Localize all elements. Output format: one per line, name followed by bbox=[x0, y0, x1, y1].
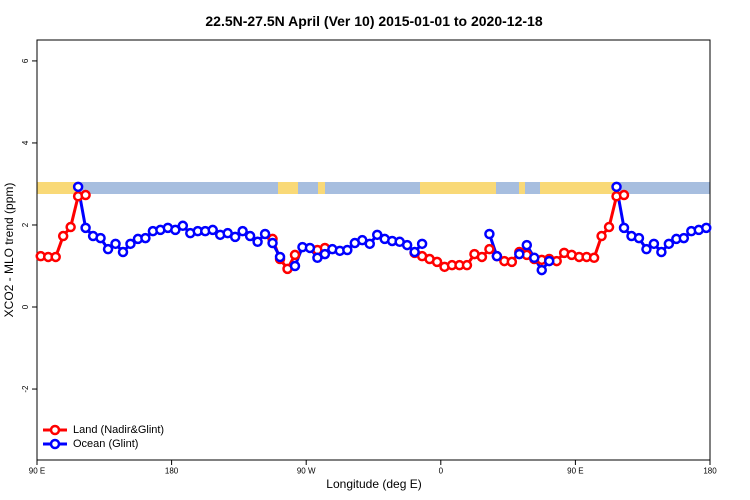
y-tick-label: 4 bbox=[21, 140, 30, 145]
data-point bbox=[506, 256, 518, 268]
data-point bbox=[364, 238, 376, 250]
data-point bbox=[618, 189, 630, 201]
y-tick-label: 6 bbox=[21, 58, 30, 63]
data-point bbox=[342, 244, 353, 256]
data-point bbox=[289, 260, 301, 272]
data-point bbox=[252, 236, 263, 248]
data-point bbox=[663, 238, 675, 250]
data-point bbox=[641, 243, 652, 255]
legend-label: Ocean (Glint) bbox=[73, 438, 138, 450]
data-point bbox=[259, 228, 271, 240]
x-axis-label: Longitude (deg E) bbox=[326, 477, 421, 491]
data-point bbox=[304, 242, 316, 254]
data-point bbox=[409, 246, 420, 258]
data-point bbox=[95, 232, 106, 244]
data-point bbox=[207, 224, 218, 236]
chart-title: 22.5N-27.5N April (Ver 10) 2015-01-01 to… bbox=[205, 13, 542, 29]
data-point bbox=[618, 222, 630, 234]
data-point bbox=[80, 189, 91, 201]
data-point bbox=[401, 239, 413, 251]
data-point bbox=[484, 228, 495, 240]
data-point bbox=[484, 243, 495, 255]
data-point bbox=[125, 238, 136, 250]
data-point bbox=[72, 181, 84, 193]
data-point bbox=[536, 264, 547, 276]
data-point bbox=[611, 181, 622, 193]
data-point bbox=[110, 238, 121, 250]
plot-frame bbox=[36, 39, 711, 461]
data-point bbox=[140, 232, 151, 244]
data-point bbox=[80, 222, 91, 234]
data-point bbox=[431, 256, 443, 268]
x-tick-label: 0 bbox=[439, 467, 444, 476]
data-point bbox=[244, 230, 256, 242]
data-point bbox=[50, 251, 61, 263]
data-point bbox=[267, 237, 278, 249]
legend-marker bbox=[49, 438, 61, 450]
data-point bbox=[521, 239, 533, 251]
data-point bbox=[514, 248, 525, 260]
map-strip bbox=[37, 182, 710, 194]
data-point bbox=[633, 232, 645, 244]
data-point bbox=[603, 221, 615, 233]
data-point bbox=[237, 225, 248, 237]
x-tick-label: 90 E bbox=[29, 467, 45, 476]
data-point bbox=[476, 251, 488, 263]
x-tick-label: 90 E bbox=[567, 467, 583, 476]
data-point bbox=[319, 248, 331, 260]
x-tick-label: 180 bbox=[165, 467, 179, 476]
y-axis-label: XCO2 - MLO trend (ppm) bbox=[2, 183, 16, 318]
data-point bbox=[588, 252, 600, 264]
data-point bbox=[170, 224, 181, 236]
data-point bbox=[177, 220, 189, 232]
data-point bbox=[529, 252, 540, 264]
data-point bbox=[701, 222, 712, 234]
data-point bbox=[117, 246, 129, 258]
y-tick-label: 2 bbox=[21, 222, 30, 227]
data-point bbox=[289, 249, 301, 261]
x-tick-label: 90 W bbox=[297, 467, 316, 476]
data-point bbox=[416, 238, 428, 250]
data-point bbox=[596, 230, 607, 242]
data-point bbox=[229, 231, 241, 243]
data-point bbox=[543, 255, 555, 267]
x-tick-label: 180 bbox=[703, 467, 717, 476]
data-point bbox=[274, 251, 286, 263]
data-point bbox=[461, 259, 473, 271]
data-point bbox=[656, 246, 667, 258]
data-point bbox=[678, 232, 690, 244]
data-point bbox=[491, 250, 503, 262]
data-point bbox=[102, 243, 114, 255]
data-point bbox=[65, 221, 76, 233]
y-tick-label: 0 bbox=[21, 304, 30, 309]
y-tick-label: -2 bbox=[21, 385, 30, 393]
data-point bbox=[648, 238, 660, 250]
data-point bbox=[57, 230, 69, 242]
legend-marker bbox=[49, 424, 61, 436]
legend-label: Land (Nadir&Glint) bbox=[73, 424, 164, 436]
data-point bbox=[371, 229, 383, 241]
